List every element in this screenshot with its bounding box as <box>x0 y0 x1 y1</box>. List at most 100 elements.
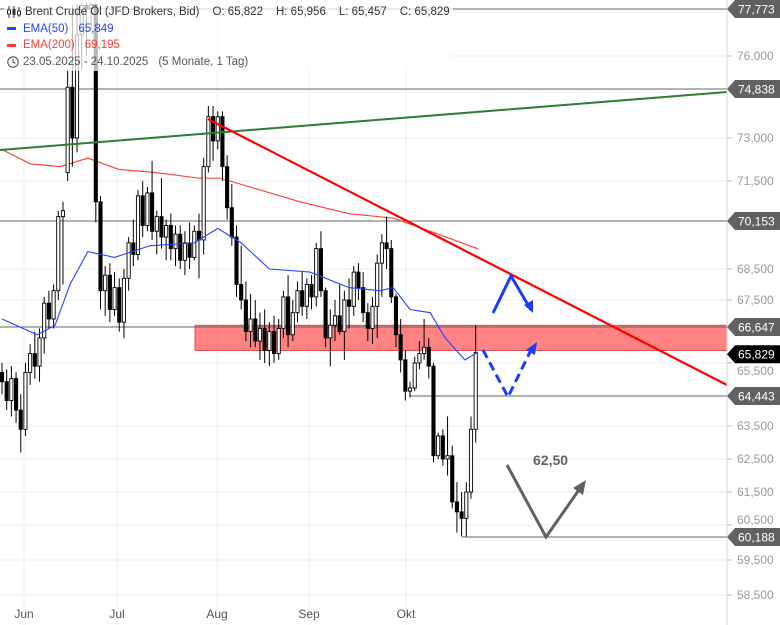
time-axis[interactable]: Jun Jul Aug Sep Okt <box>14 607 416 621</box>
candle-body <box>398 334 403 361</box>
x-tick-label: Aug <box>206 607 227 621</box>
candle-body <box>248 318 253 333</box>
ema200-label: EMA(200) <box>23 39 75 51</box>
y-tick-label: 59,500 <box>737 553 774 567</box>
arrowhead-icon <box>524 300 533 313</box>
candle <box>281 290 286 338</box>
candle <box>450 445 455 509</box>
legend-ema50[interactable]: EMA(50) 65,849 <box>7 21 450 38</box>
candle <box>271 315 277 363</box>
candle-body <box>46 302 51 320</box>
candle-body <box>403 359 408 392</box>
red-trendline[interactable] <box>207 118 728 386</box>
candle-body <box>407 387 413 392</box>
price-label-text: 60,188 <box>738 531 775 545</box>
candle-body <box>131 242 136 255</box>
candle <box>0 363 5 395</box>
y-tick-label: 58,500 <box>737 588 774 602</box>
candle-body <box>154 216 159 232</box>
x-tick-label: Jun <box>14 607 33 621</box>
candle-body <box>276 328 281 355</box>
candle <box>239 245 244 310</box>
candle-body <box>243 299 248 333</box>
ema200-line <box>1 148 479 250</box>
candle <box>365 303 370 342</box>
candles <box>0 2 478 537</box>
price-label-text: 70,153 <box>738 215 775 229</box>
candle <box>126 237 131 291</box>
candle-body <box>318 248 323 292</box>
candle-body <box>361 287 366 314</box>
candle <box>42 296 47 354</box>
candle-body <box>225 166 230 209</box>
price-axis[interactable]: 76,000 73,000 71,500 68,500 67,500 65,500 63,5… <box>727 49 774 602</box>
price-label-bg <box>727 528 780 546</box>
chart-legend: Brent Crude Öl (JFD Brokers, Bid) O: 65,… <box>4 3 453 71</box>
candle <box>135 189 141 261</box>
candle-body <box>159 216 164 238</box>
candle <box>304 278 309 319</box>
candle <box>332 300 338 342</box>
candle <box>98 195 103 310</box>
price-label-text: 74,838 <box>738 83 775 97</box>
ema200-value: 69,195 <box>84 39 120 51</box>
candle <box>262 309 267 363</box>
candle <box>445 416 450 476</box>
candle-body <box>42 302 47 339</box>
candle-body <box>135 195 141 255</box>
candlestick-icon <box>7 6 21 19</box>
candle-body <box>440 435 445 460</box>
candle-body <box>257 328 263 342</box>
candle <box>248 293 253 348</box>
candle-body <box>164 224 169 238</box>
candle <box>412 356 417 392</box>
candle-body <box>309 284 314 298</box>
green-trendline[interactable] <box>0 91 728 151</box>
candle <box>121 269 126 338</box>
candle <box>131 219 136 267</box>
arrowhead-icon <box>526 342 537 355</box>
candle <box>112 272 117 316</box>
candle <box>107 263 112 323</box>
candle-body <box>65 86 70 173</box>
candle-body <box>356 271 361 289</box>
candle <box>257 312 263 360</box>
candle-body <box>32 353 37 367</box>
candle-body <box>173 233 178 250</box>
candle <box>337 284 342 335</box>
dashed-scenario-arrow <box>481 347 534 401</box>
candle <box>65 70 70 181</box>
y-tick-label: 73,000 <box>737 131 774 145</box>
candle <box>187 222 192 269</box>
y-tick-label: 65,500 <box>737 364 774 378</box>
candle <box>318 231 323 297</box>
candle <box>18 394 23 453</box>
level-labels: 77,773 74,838 70,153 66,647 64,443 60,188 65,8… <box>727 0 780 546</box>
candle <box>276 318 281 360</box>
legend-ema200[interactable]: EMA(200) 69,195 <box>7 37 450 54</box>
price-label-box: 64,443 <box>727 387 780 405</box>
price-label-bg <box>727 387 780 405</box>
candle <box>300 272 305 316</box>
drawings: 62,50 <box>0 91 728 540</box>
x-tick-label: Sep <box>298 607 320 621</box>
candle-body <box>229 207 234 238</box>
high-value: H: 65,956 <box>275 6 326 18</box>
candle-body <box>0 371 5 383</box>
candle-body <box>445 455 450 460</box>
candle-body <box>271 331 277 355</box>
candle <box>103 266 108 316</box>
price-label-bg <box>727 0 780 18</box>
ema200-path <box>1 148 479 250</box>
candle <box>323 287 328 348</box>
candle <box>426 337 431 379</box>
ema50-swatch <box>7 27 16 31</box>
candle-body <box>342 299 347 333</box>
clock-icon <box>7 56 19 68</box>
candle-body <box>304 284 309 307</box>
candle <box>9 366 14 417</box>
y-tick-label: 61,500 <box>737 485 774 499</box>
ema50-path <box>1 227 479 361</box>
price-label-text: 65,829 <box>738 348 775 362</box>
